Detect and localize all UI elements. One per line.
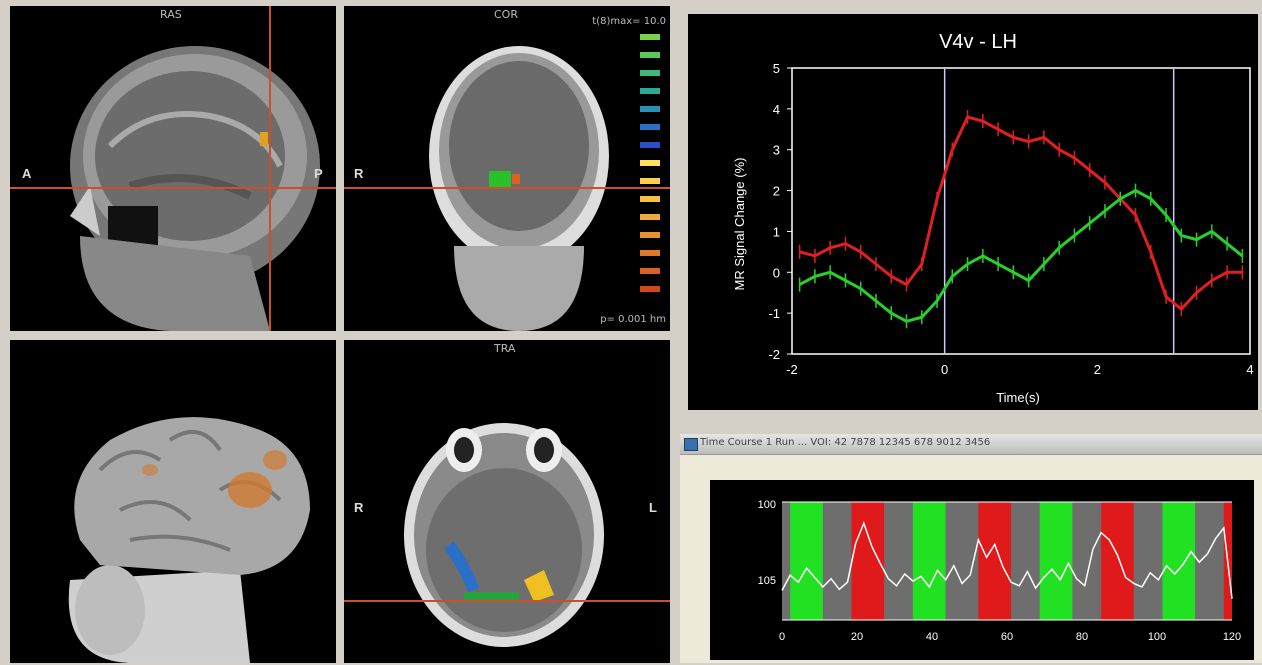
colorbar-segment <box>640 52 660 58</box>
axial-orientation-label: TRA <box>494 342 516 355</box>
coronal-left-marker: R <box>354 166 364 181</box>
condition-block <box>978 502 1012 620</box>
surface-render-view[interactable] <box>10 340 336 663</box>
plot-frame <box>791 67 1251 355</box>
axial-right-marker: L <box>649 500 657 515</box>
crosshair-horizontal <box>344 187 670 189</box>
time-course-plot: 100 105 0 20 40 60 80 100 120 <box>758 499 1242 643</box>
colorbar-segment <box>640 250 660 256</box>
condition-block <box>1011 502 1040 620</box>
signal-line <box>781 521 1233 599</box>
colorbar-segment <box>640 268 660 274</box>
colorbar-segment <box>640 160 660 166</box>
colorbar-segment <box>640 232 660 238</box>
y-tick-label: 100 <box>758 499 776 511</box>
condition-block <box>1162 502 1196 620</box>
axial-left-marker: R <box>354 500 364 515</box>
event-related-average-chart: V4v - LH Time(s) MR Signal Change (%) -2… <box>688 14 1258 410</box>
chart-title: V4v - LH <box>939 31 1017 53</box>
colorbar-segment <box>640 70 660 76</box>
axial-view[interactable]: TRA R L <box>344 340 670 663</box>
colorbar-segment <box>640 178 660 184</box>
condition-block <box>822 502 852 620</box>
y-tick-label: 2 <box>773 184 780 199</box>
colorbar-bottom-label: p= 0.001 hm <box>600 314 666 325</box>
y-axis-label: MR Signal Change (%) <box>732 158 747 291</box>
sagittal-left-marker: A <box>22 166 32 181</box>
y-tick-label: 3 <box>773 143 780 158</box>
series-line <box>799 115 1243 312</box>
sagittal-right-marker: P <box>314 166 323 181</box>
condition-block <box>912 502 946 620</box>
x-tick-label: 20 <box>851 631 863 643</box>
statistic-colorbar <box>640 34 660 304</box>
time-course-window[interactable]: Time Course 1 Run ... VOI: 42 7878 12345… <box>680 434 1262 663</box>
x-axis-label: Time(s) <box>996 390 1040 405</box>
x-tick-label: 4 <box>1246 362 1253 377</box>
era-plot: V4v - LH Time(s) MR Signal Change (%) -2… <box>732 31 1254 405</box>
colorbar-segment <box>640 286 660 292</box>
window-title: Time Course 1 Run ... VOI: 42 7878 12345… <box>700 437 991 448</box>
y-tick-label: 1 <box>773 224 780 239</box>
colorbar-segment <box>640 124 660 130</box>
x-tick-label: 100 <box>1148 631 1166 643</box>
window-app-icon <box>684 438 698 451</box>
crosshair-horizontal <box>344 600 670 602</box>
y-tick-label: -2 <box>768 347 780 362</box>
x-tick-label: 40 <box>926 631 938 643</box>
coronal-view[interactable]: COR R t(8)max= 10.0 p= 0.001 hm <box>344 6 670 331</box>
x-tick-label: 0 <box>941 362 948 377</box>
colorbar-segment <box>640 214 660 220</box>
condition-block <box>884 502 913 620</box>
brain-surface-image <box>68 417 311 663</box>
condition-block <box>790 502 823 620</box>
x-tick-label: 0 <box>779 631 785 643</box>
crosshair-horizontal <box>10 187 336 189</box>
colorbar-segment <box>640 196 660 202</box>
y-tick-label: 0 <box>773 265 780 280</box>
y-tick-label: 4 <box>773 102 780 117</box>
condition-block <box>1101 502 1134 620</box>
series-line <box>798 188 1244 323</box>
coronal-orientation-label: COR <box>494 8 518 21</box>
sagittal-orientation-label: RAS <box>160 8 182 21</box>
sagittal-slice-image <box>70 46 320 331</box>
x-tick-label: 60 <box>1001 631 1013 643</box>
condition-block <box>1072 502 1102 620</box>
crosshair-vertical <box>269 6 271 331</box>
condition-block <box>1133 502 1163 620</box>
y-tick-label: -1 <box>768 306 780 321</box>
colorbar-segment <box>640 142 660 148</box>
x-tick-label: -2 <box>786 362 798 377</box>
y-tick-label: 105 <box>758 575 776 587</box>
time-course-chart: 100 105 0 20 40 60 80 100 120 <box>710 480 1254 660</box>
colorbar-segment <box>640 34 660 40</box>
axial-slice-image <box>404 423 604 647</box>
x-tick-label: 80 <box>1076 631 1088 643</box>
colorbar-segment <box>640 88 660 94</box>
colorbar-top-label: t(8)max= 10.0 <box>592 16 666 27</box>
sagittal-view[interactable]: RAS A P <box>10 6 336 331</box>
window-titlebar[interactable]: Time Course 1 Run ... VOI: 42 7878 12345… <box>680 434 1262 455</box>
colorbar-segment <box>640 106 660 112</box>
coronal-slice-image <box>429 46 609 331</box>
condition-block <box>1039 502 1073 620</box>
y-tick-label: 5 <box>773 61 780 76</box>
x-tick-label: 120 <box>1223 631 1241 643</box>
x-tick-label: 2 <box>1094 362 1101 377</box>
